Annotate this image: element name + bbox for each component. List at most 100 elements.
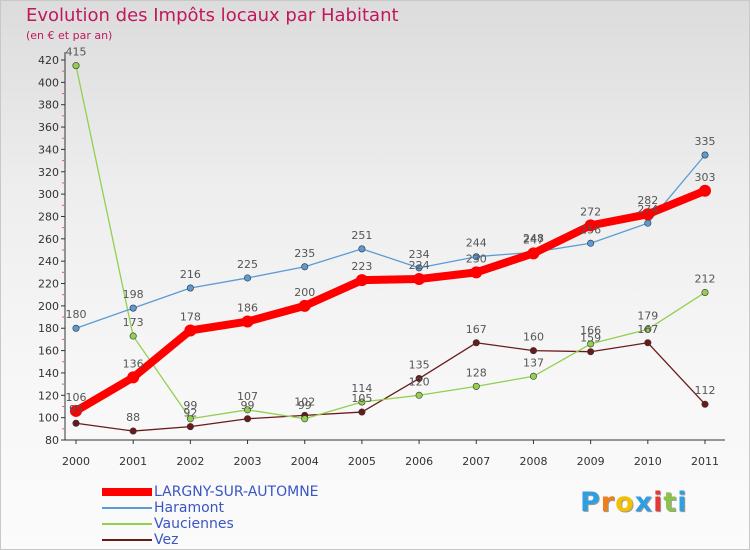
legend-label-vez: Vez bbox=[154, 532, 179, 548]
data-point bbox=[584, 219, 597, 232]
data-label: 99 bbox=[183, 399, 197, 412]
logo-letter: o bbox=[615, 487, 635, 518]
data-label: 167 bbox=[637, 323, 658, 336]
x-tick-label: 2006 bbox=[405, 455, 433, 468]
data-label: 128 bbox=[466, 366, 487, 379]
data-label: 303 bbox=[695, 171, 716, 184]
y-tick-label: 260 bbox=[38, 233, 59, 246]
chart-axes: 80 100 120 140 160 180 200 220 240 260 280 300 320 34… bbox=[38, 52, 725, 468]
data-label: 230 bbox=[466, 252, 487, 265]
data-point bbox=[644, 339, 652, 347]
data-point bbox=[701, 400, 709, 408]
data-point bbox=[127, 371, 140, 384]
data-label: 107 bbox=[237, 390, 258, 403]
data-label: 248 bbox=[523, 232, 544, 245]
data-point bbox=[415, 264, 423, 272]
data-label: 173 bbox=[123, 316, 144, 329]
data-point bbox=[301, 415, 309, 423]
data-point bbox=[186, 423, 194, 431]
data-label: 212 bbox=[695, 272, 716, 285]
data-label: 167 bbox=[466, 323, 487, 336]
data-labels-layer: 106 136 178 186 200 223 224 230 247 272 282 303 180 1… bbox=[66, 46, 716, 424]
data-label: 251 bbox=[351, 229, 372, 242]
logo-letter: i bbox=[677, 487, 688, 518]
data-label: 198 bbox=[123, 288, 144, 301]
y-tick-label: 140 bbox=[38, 367, 59, 380]
data-point bbox=[415, 375, 423, 383]
data-point bbox=[358, 398, 366, 406]
y-tick-label: 320 bbox=[38, 166, 59, 179]
data-label: 234 bbox=[409, 248, 430, 261]
logo-letter: r bbox=[600, 487, 616, 518]
data-label: 135 bbox=[409, 359, 430, 372]
y-tick-label: 340 bbox=[38, 143, 59, 156]
y-tick-label: 380 bbox=[38, 99, 59, 112]
data-point bbox=[358, 245, 366, 253]
data-label: 180 bbox=[66, 308, 87, 321]
data-point bbox=[470, 266, 483, 279]
data-point bbox=[72, 324, 80, 332]
x-tick-label: 2000 bbox=[62, 455, 90, 468]
data-label: 137 bbox=[523, 356, 544, 369]
data-point bbox=[641, 208, 654, 221]
x-tick-label: 2011 bbox=[691, 455, 719, 468]
y-tick-label: 300 bbox=[38, 188, 59, 201]
data-label: 274 bbox=[637, 203, 658, 216]
data-label: 282 bbox=[637, 194, 658, 207]
data-label: 159 bbox=[580, 332, 601, 345]
data-point bbox=[129, 427, 137, 435]
y-tick-label: 80 bbox=[45, 434, 59, 447]
data-label: 178 bbox=[180, 310, 201, 323]
data-point bbox=[527, 247, 540, 260]
chart-subtitle: (en € et par an) bbox=[26, 29, 113, 42]
data-point bbox=[644, 219, 652, 227]
x-tick-label: 2009 bbox=[577, 455, 605, 468]
legend-swatch-haramont bbox=[102, 507, 152, 509]
data-label: 415 bbox=[66, 46, 87, 59]
data-point bbox=[70, 404, 82, 417]
series-line-1 bbox=[75, 154, 706, 329]
series-line-0 bbox=[72, 186, 709, 415]
data-point bbox=[186, 415, 194, 423]
series-line-3 bbox=[75, 342, 706, 432]
data-point bbox=[184, 324, 197, 337]
data-label: 179 bbox=[637, 309, 658, 322]
logo-letter: i bbox=[653, 487, 664, 518]
data-point bbox=[244, 406, 252, 414]
data-point bbox=[701, 288, 709, 296]
data-label: 105 bbox=[351, 392, 372, 405]
data-label: 224 bbox=[409, 259, 430, 272]
data-point bbox=[529, 347, 537, 355]
legend-label-largny: LARGNY-SUR-AUTOMNE bbox=[154, 484, 319, 500]
data-label: 92 bbox=[183, 407, 197, 420]
x-tick-label: 2010 bbox=[634, 455, 662, 468]
data-point bbox=[415, 391, 423, 399]
data-label: 99 bbox=[298, 399, 312, 412]
x-tick-label: 2003 bbox=[234, 455, 262, 468]
y-tick-label: 400 bbox=[38, 76, 59, 89]
data-point bbox=[301, 263, 309, 271]
data-label: 223 bbox=[351, 260, 372, 273]
data-label: 256 bbox=[580, 223, 601, 236]
y-tick-label: 200 bbox=[38, 300, 59, 313]
data-label: 120 bbox=[409, 375, 430, 388]
chart-title: Evolution des Impôts locaux par Habitant bbox=[26, 5, 399, 26]
data-label: 114 bbox=[351, 382, 372, 395]
y-tick-label: 360 bbox=[38, 121, 59, 134]
y-tick-label: 280 bbox=[38, 210, 59, 223]
y-tick-label: 420 bbox=[38, 54, 59, 67]
legend-swatch-vauciennes bbox=[102, 523, 152, 525]
data-point bbox=[186, 284, 194, 292]
data-point bbox=[472, 339, 480, 347]
data-label: 200 bbox=[294, 286, 315, 299]
x-tick-label: 2007 bbox=[462, 455, 490, 468]
data-label: 88 bbox=[126, 411, 140, 424]
legend-label-vauciennes: Vauciennes bbox=[154, 516, 234, 532]
data-point bbox=[241, 315, 254, 328]
x-tick-label: 2001 bbox=[119, 455, 147, 468]
x-tick-label: 2004 bbox=[291, 455, 319, 468]
y-tick-label: 180 bbox=[38, 322, 59, 335]
series-line-2 bbox=[75, 64, 706, 420]
data-point bbox=[129, 332, 137, 340]
